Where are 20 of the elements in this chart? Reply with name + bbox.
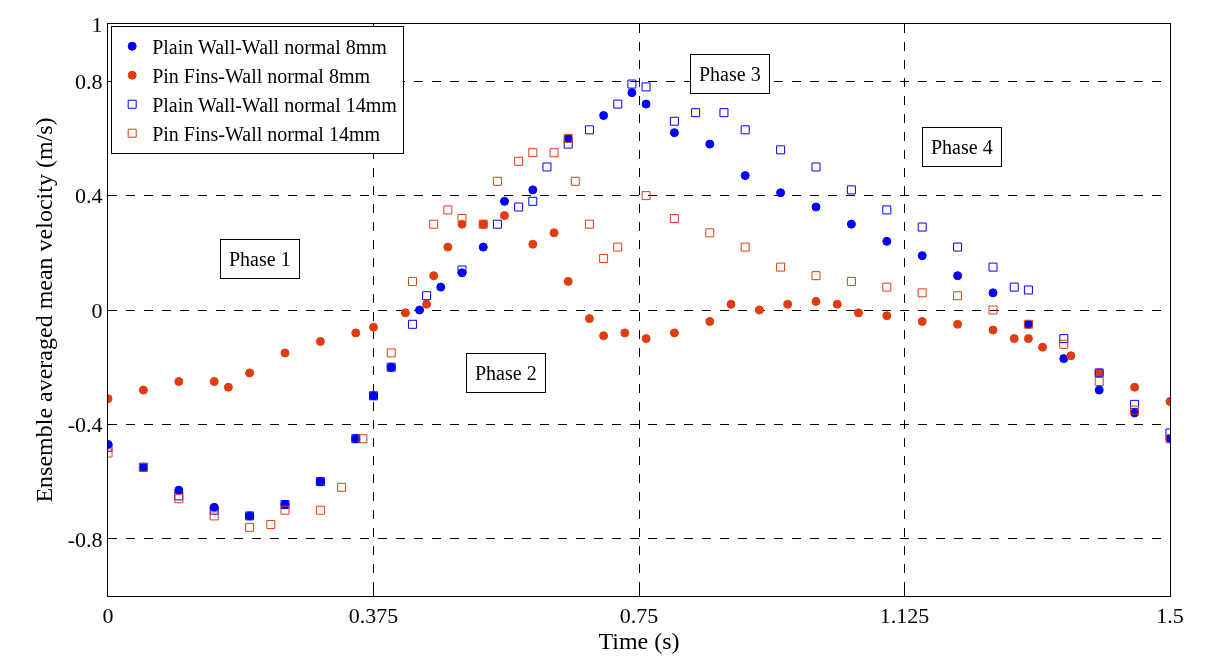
annotation: Phase 4 bbox=[931, 136, 993, 158]
x-tick-label: 1.125 bbox=[879, 603, 930, 629]
annotation: Phase 2 bbox=[475, 362, 537, 384]
annotation: Phase 3 bbox=[699, 63, 761, 85]
y-tick-label: 0.4 bbox=[75, 183, 103, 209]
legend-label: Pin Fins-Wall normal 14mm bbox=[152, 123, 381, 146]
y-tick-label: 0.8 bbox=[75, 68, 103, 94]
legend-label: Plain Wall-Wall normal 14mm bbox=[152, 94, 398, 117]
y-tick-label: 1 bbox=[91, 11, 103, 37]
x-tick-label: 1.5 bbox=[1156, 603, 1184, 629]
y-axis-title: Ensemble averaged mean velocity (m/s) bbox=[30, 117, 57, 503]
y-tick-label: 0 bbox=[91, 297, 103, 323]
x-tick-label: 0.375 bbox=[348, 603, 399, 629]
y-tick-label: -0.8 bbox=[67, 526, 103, 552]
legend-label: Pin Fins-Wall normal 8mm bbox=[152, 65, 371, 88]
x-axis-title: Time (s) bbox=[598, 628, 680, 655]
y-tick-label: -0.4 bbox=[67, 412, 103, 438]
annotation: Phase 1 bbox=[229, 248, 291, 270]
x-tick-label: 0.75 bbox=[619, 603, 659, 629]
legend-label: Plain Wall-Wall normal 8mm bbox=[152, 36, 388, 59]
